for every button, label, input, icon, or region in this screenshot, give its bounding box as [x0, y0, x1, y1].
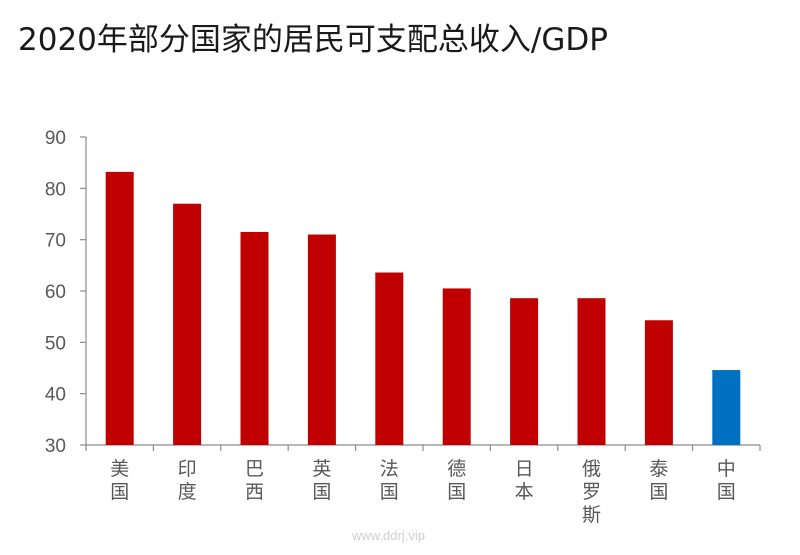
x-tick-label: 国	[649, 481, 668, 503]
x-tick-label: 美	[110, 458, 129, 480]
bar	[307, 234, 336, 445]
bar	[577, 298, 606, 445]
x-tick-label: 西	[245, 481, 264, 503]
x-tick-label: 德	[447, 458, 466, 480]
x-tick-label: 国	[312, 481, 331, 503]
x-tick-label: 本	[515, 481, 534, 503]
x-tick-label: 法	[380, 458, 399, 480]
y-tick-label: 90	[45, 128, 66, 149]
chart-title: 2020年部分国家的居民可支配总收入/GDP	[18, 22, 608, 58]
x-tick-label: 中	[717, 458, 736, 480]
bar	[442, 288, 471, 445]
watermark: www.ddrj.vip	[352, 528, 425, 543]
x-tick-label: 度	[178, 481, 197, 503]
x-tick-label: 日	[515, 458, 534, 480]
bar	[712, 370, 741, 445]
y-tick-label: 60	[45, 282, 66, 303]
x-tick-label: 英	[312, 458, 331, 480]
x-tick-label: 巴	[245, 458, 264, 480]
bar	[644, 320, 673, 445]
x-tick-label: 罗	[582, 481, 601, 503]
bar	[240, 231, 269, 445]
bar	[105, 171, 134, 445]
x-tick-label: 国	[110, 481, 129, 503]
x-tick-label: 国	[717, 481, 736, 503]
x-tick-label: 国	[380, 481, 399, 503]
x-tick-label: 斯	[582, 504, 601, 526]
bar	[173, 203, 202, 445]
y-tick-label: 40	[45, 385, 66, 406]
x-tick-label: 泰	[649, 458, 668, 480]
bar	[510, 298, 539, 445]
x-tick-label: 印	[178, 458, 197, 480]
bar	[375, 272, 404, 445]
y-tick-label: 70	[45, 231, 66, 252]
y-tick-label: 30	[45, 436, 66, 457]
y-tick-label: 50	[45, 333, 66, 354]
y-tick-label: 80	[45, 179, 66, 200]
x-tick-label: 国	[447, 481, 466, 503]
x-tick-label: 俄	[582, 458, 601, 480]
